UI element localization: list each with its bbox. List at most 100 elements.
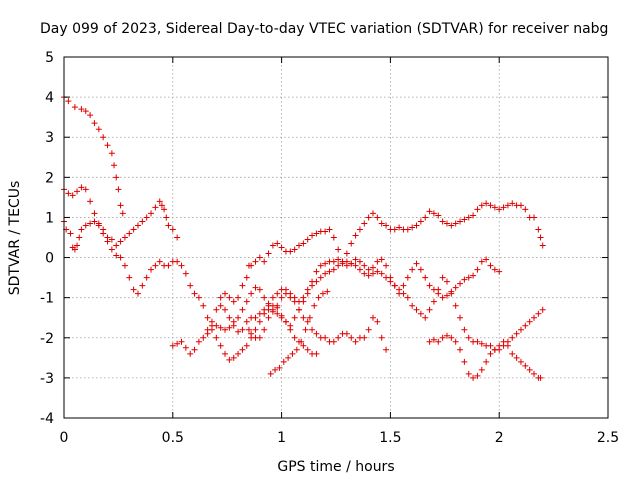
y-tick-label: 3 [45,130,54,146]
y-tick-label: 5 [45,50,54,66]
data-point [252,258,259,265]
data-point [222,326,229,333]
data-point [191,290,198,297]
data-point [404,294,411,301]
data-point [191,346,198,353]
data-point [461,326,468,333]
data-point [509,334,516,341]
data-point [304,346,311,353]
x-tick-label: 2.5 [597,430,619,446]
data-point [478,366,485,373]
data-point [352,262,359,269]
data-point [461,216,468,223]
data-point [330,338,337,345]
data-point [143,274,150,281]
series-sat-e [204,200,546,337]
data-point [195,294,202,301]
data-point [509,200,516,207]
data-point [213,322,220,329]
y-axis-label: SDTVAR / TECUs [7,181,23,296]
data-point [152,204,159,211]
data-point [265,250,272,257]
data-point [278,312,285,319]
data-point [369,314,376,321]
series-sat-g [245,256,503,341]
data-point [465,214,472,221]
data-point [148,210,155,217]
x-tick-label: 0.5 [162,430,184,446]
data-point [108,236,115,243]
data-point [339,258,346,265]
data-point [272,366,279,373]
data-point [369,210,376,217]
data-point [500,204,507,211]
data-point [269,294,276,301]
data-point [91,120,98,127]
y-tick-label: 1 [45,210,54,226]
data-point [313,350,320,357]
data-point [513,354,520,361]
data-point [361,334,368,341]
data-point [222,290,229,297]
data-point [426,282,433,289]
data-point [239,282,246,289]
data-point [204,314,211,321]
data-point [531,314,538,321]
data-point [226,356,233,363]
data-point [313,330,320,337]
data-point [252,284,259,291]
data-point [539,242,546,249]
data-point [282,286,289,293]
data-point [300,342,307,349]
data-point [330,266,337,273]
data-point [256,334,263,341]
data-point [187,282,194,289]
data-point [100,134,107,141]
data-point [91,210,98,217]
data-point [448,222,455,229]
x-tick-label: 1.5 [379,430,401,446]
data-point [182,344,189,351]
data-point [230,298,237,305]
data-point [174,340,181,347]
data-point [174,258,181,265]
data-point [256,286,263,293]
data-point [483,358,490,365]
data-point [248,290,255,297]
data-point [369,264,376,271]
series-sat-h [267,288,331,377]
data-point [291,314,298,321]
data-point [87,198,94,205]
data-point [169,342,176,349]
data-point [306,314,313,321]
data-point [276,364,283,371]
data-point [315,294,322,301]
data-point [217,342,224,349]
data-point [439,274,446,281]
data-point [391,282,398,289]
data-point [300,314,307,321]
data-point [452,338,459,345]
data-point [317,262,324,269]
data-point [256,254,263,261]
data-point [78,106,85,113]
data-point [287,248,294,255]
data-point [537,374,544,381]
data-point [361,270,368,277]
data-point [95,126,102,133]
data-point [235,350,242,357]
data-point [443,332,450,339]
data-point [326,226,333,233]
data-point [126,230,133,237]
data-point [356,226,363,233]
data-point [217,324,224,331]
data-point [113,174,120,181]
data-point [461,276,468,283]
x-tick-label: 1 [277,430,286,446]
data-point [161,206,168,213]
data-point [243,342,250,349]
data-point [322,334,329,341]
chart-title: Day 099 of 2023, Sidereal Day-to-day VTE… [40,21,608,37]
data-point [522,206,529,213]
